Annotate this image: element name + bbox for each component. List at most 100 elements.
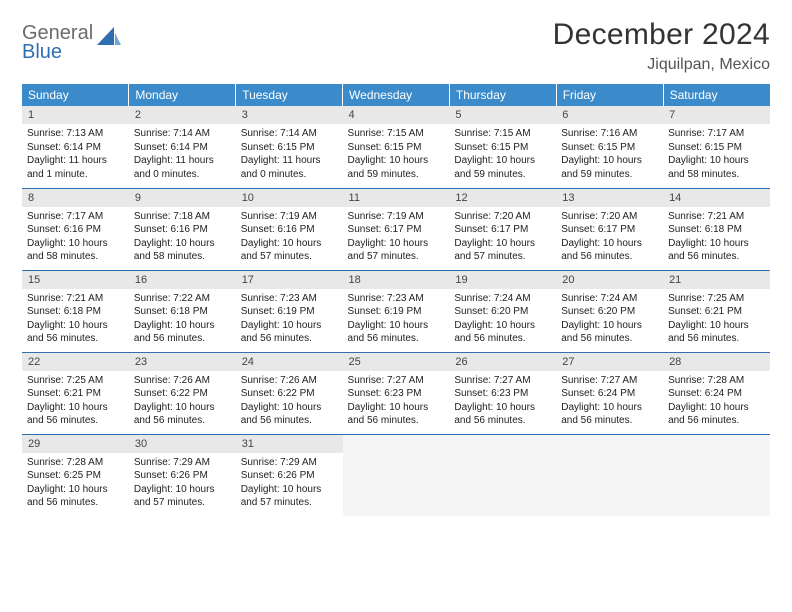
calendar-cell: 5Sunrise: 7:15 AMSunset: 6:15 PMDaylight… <box>449 106 556 188</box>
day-details: Sunrise: 7:17 AMSunset: 6:16 PMDaylight:… <box>22 207 129 268</box>
weekday-header: Tuesday <box>236 84 343 106</box>
day-number: 3 <box>236 106 343 124</box>
location-label: Jiquilpan, Mexico <box>553 56 770 74</box>
day-details: Sunrise: 7:27 AMSunset: 6:23 PMDaylight:… <box>449 371 556 432</box>
day-details: Sunrise: 7:26 AMSunset: 6:22 PMDaylight:… <box>129 371 236 432</box>
day-details: Sunrise: 7:16 AMSunset: 6:15 PMDaylight:… <box>556 124 663 185</box>
day-details: Sunrise: 7:23 AMSunset: 6:19 PMDaylight:… <box>236 289 343 350</box>
day-details: Sunrise: 7:18 AMSunset: 6:16 PMDaylight:… <box>129 207 236 268</box>
day-details: Sunrise: 7:25 AMSunset: 6:21 PMDaylight:… <box>22 371 129 432</box>
weekday-header-row: Sunday Monday Tuesday Wednesday Thursday… <box>22 84 770 106</box>
calendar-page: General Blue December 2024 Jiquilpan, Me… <box>0 0 792 534</box>
day-number: 13 <box>556 189 663 207</box>
calendar-cell: 25Sunrise: 7:27 AMSunset: 6:23 PMDayligh… <box>343 352 450 434</box>
calendar-body: 1Sunrise: 7:13 AMSunset: 6:14 PMDaylight… <box>22 106 770 516</box>
day-number: 19 <box>449 271 556 289</box>
calendar-cell: 20Sunrise: 7:24 AMSunset: 6:20 PMDayligh… <box>556 270 663 352</box>
day-details: Sunrise: 7:15 AMSunset: 6:15 PMDaylight:… <box>343 124 450 185</box>
calendar-cell: 11Sunrise: 7:19 AMSunset: 6:17 PMDayligh… <box>343 188 450 270</box>
day-details: Sunrise: 7:21 AMSunset: 6:18 PMDaylight:… <box>663 207 770 268</box>
day-number: 15 <box>22 271 129 289</box>
calendar-cell: 4Sunrise: 7:15 AMSunset: 6:15 PMDaylight… <box>343 106 450 188</box>
day-details: Sunrise: 7:29 AMSunset: 6:26 PMDaylight:… <box>129 453 236 514</box>
day-number: 9 <box>129 189 236 207</box>
day-number: 12 <box>449 189 556 207</box>
day-number: 2 <box>129 106 236 124</box>
month-title: December 2024 <box>553 18 770 52</box>
calendar-cell: 16Sunrise: 7:22 AMSunset: 6:18 PMDayligh… <box>129 270 236 352</box>
title-block: December 2024 Jiquilpan, Mexico <box>553 18 770 74</box>
day-details: Sunrise: 7:20 AMSunset: 6:17 PMDaylight:… <box>556 207 663 268</box>
day-number: 5 <box>449 106 556 124</box>
day-details: Sunrise: 7:28 AMSunset: 6:24 PMDaylight:… <box>663 371 770 432</box>
day-details: Sunrise: 7:23 AMSunset: 6:19 PMDaylight:… <box>343 289 450 350</box>
calendar-cell: . <box>343 434 450 516</box>
calendar-cell: 22Sunrise: 7:25 AMSunset: 6:21 PMDayligh… <box>22 352 129 434</box>
day-number: 27 <box>556 353 663 371</box>
day-details: Sunrise: 7:29 AMSunset: 6:26 PMDaylight:… <box>236 453 343 514</box>
day-number: 21 <box>663 271 770 289</box>
day-details: Sunrise: 7:14 AMSunset: 6:15 PMDaylight:… <box>236 124 343 185</box>
brand-word-blue: Blue <box>22 41 62 63</box>
calendar-cell: 24Sunrise: 7:26 AMSunset: 6:22 PMDayligh… <box>236 352 343 434</box>
day-number: 31 <box>236 435 343 453</box>
calendar-cell: 18Sunrise: 7:23 AMSunset: 6:19 PMDayligh… <box>343 270 450 352</box>
calendar-cell: 21Sunrise: 7:25 AMSunset: 6:21 PMDayligh… <box>663 270 770 352</box>
day-number: 28 <box>663 353 770 371</box>
calendar-cell: 12Sunrise: 7:20 AMSunset: 6:17 PMDayligh… <box>449 188 556 270</box>
weekday-header: Thursday <box>449 84 556 106</box>
calendar-cell: 9Sunrise: 7:18 AMSunset: 6:16 PMDaylight… <box>129 188 236 270</box>
calendar-cell: 15Sunrise: 7:21 AMSunset: 6:18 PMDayligh… <box>22 270 129 352</box>
day-number: 6 <box>556 106 663 124</box>
day-number: 29 <box>22 435 129 453</box>
weekday-header: Sunday <box>22 84 129 106</box>
calendar-row: 1Sunrise: 7:13 AMSunset: 6:14 PMDaylight… <box>22 106 770 188</box>
day-details: Sunrise: 7:27 AMSunset: 6:24 PMDaylight:… <box>556 371 663 432</box>
day-number: 25 <box>343 353 450 371</box>
calendar-cell: 7Sunrise: 7:17 AMSunset: 6:15 PMDaylight… <box>663 106 770 188</box>
calendar-cell: . <box>449 434 556 516</box>
day-number: 11 <box>343 189 450 207</box>
calendar-row: 22Sunrise: 7:25 AMSunset: 6:21 PMDayligh… <box>22 352 770 434</box>
day-number: 10 <box>236 189 343 207</box>
day-details: Sunrise: 7:22 AMSunset: 6:18 PMDaylight:… <box>129 289 236 350</box>
calendar-table: Sunday Monday Tuesday Wednesday Thursday… <box>22 84 770 516</box>
day-details: Sunrise: 7:19 AMSunset: 6:17 PMDaylight:… <box>343 207 450 268</box>
day-number: 1 <box>22 106 129 124</box>
calendar-cell: 19Sunrise: 7:24 AMSunset: 6:20 PMDayligh… <box>449 270 556 352</box>
page-header: General Blue December 2024 Jiquilpan, Me… <box>22 18 770 74</box>
calendar-row: 29Sunrise: 7:28 AMSunset: 6:25 PMDayligh… <box>22 434 770 516</box>
day-details: Sunrise: 7:28 AMSunset: 6:25 PMDaylight:… <box>22 453 129 514</box>
calendar-cell: 29Sunrise: 7:28 AMSunset: 6:25 PMDayligh… <box>22 434 129 516</box>
calendar-row: 15Sunrise: 7:21 AMSunset: 6:18 PMDayligh… <box>22 270 770 352</box>
sail-icon <box>97 27 121 54</box>
day-number: 20 <box>556 271 663 289</box>
calendar-row: 8Sunrise: 7:17 AMSunset: 6:16 PMDaylight… <box>22 188 770 270</box>
day-number: 18 <box>343 271 450 289</box>
day-details: Sunrise: 7:14 AMSunset: 6:14 PMDaylight:… <box>129 124 236 185</box>
day-number: 8 <box>22 189 129 207</box>
day-details: Sunrise: 7:13 AMSunset: 6:14 PMDaylight:… <box>22 124 129 185</box>
brand-text: General Blue <box>22 24 93 62</box>
day-details: Sunrise: 7:25 AMSunset: 6:21 PMDaylight:… <box>663 289 770 350</box>
day-details: Sunrise: 7:15 AMSunset: 6:15 PMDaylight:… <box>449 124 556 185</box>
day-number: 7 <box>663 106 770 124</box>
day-details: Sunrise: 7:24 AMSunset: 6:20 PMDaylight:… <box>449 289 556 350</box>
day-number: 26 <box>449 353 556 371</box>
day-details: Sunrise: 7:21 AMSunset: 6:18 PMDaylight:… <box>22 289 129 350</box>
calendar-cell: 6Sunrise: 7:16 AMSunset: 6:15 PMDaylight… <box>556 106 663 188</box>
day-details: Sunrise: 7:27 AMSunset: 6:23 PMDaylight:… <box>343 371 450 432</box>
day-details: Sunrise: 7:19 AMSunset: 6:16 PMDaylight:… <box>236 207 343 268</box>
day-number: 16 <box>129 271 236 289</box>
calendar-cell: 3Sunrise: 7:14 AMSunset: 6:15 PMDaylight… <box>236 106 343 188</box>
calendar-cell: 14Sunrise: 7:21 AMSunset: 6:18 PMDayligh… <box>663 188 770 270</box>
calendar-cell: 10Sunrise: 7:19 AMSunset: 6:16 PMDayligh… <box>236 188 343 270</box>
calendar-cell: 27Sunrise: 7:27 AMSunset: 6:24 PMDayligh… <box>556 352 663 434</box>
day-number: 22 <box>22 353 129 371</box>
day-details: Sunrise: 7:20 AMSunset: 6:17 PMDaylight:… <box>449 207 556 268</box>
day-details: Sunrise: 7:24 AMSunset: 6:20 PMDaylight:… <box>556 289 663 350</box>
day-details: Sunrise: 7:26 AMSunset: 6:22 PMDaylight:… <box>236 371 343 432</box>
calendar-cell: 28Sunrise: 7:28 AMSunset: 6:24 PMDayligh… <box>663 352 770 434</box>
calendar-cell: 13Sunrise: 7:20 AMSunset: 6:17 PMDayligh… <box>556 188 663 270</box>
calendar-cell: 1Sunrise: 7:13 AMSunset: 6:14 PMDaylight… <box>22 106 129 188</box>
